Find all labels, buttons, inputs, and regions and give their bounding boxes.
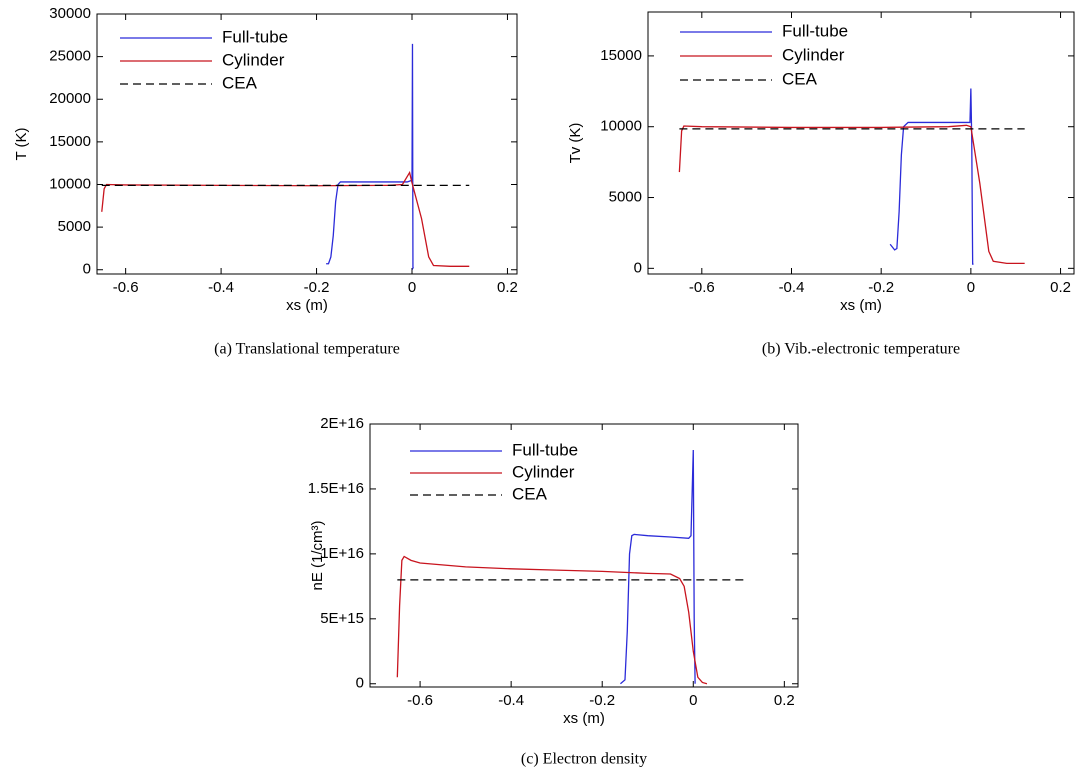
legend-label: CEA (222, 73, 258, 92)
legend-label: Cylinder (782, 45, 845, 64)
legend-label: Cylinder (512, 462, 575, 481)
caption: (b) Vib.-electronic temperature (762, 341, 960, 358)
x-tick-label: 0 (408, 279, 416, 296)
series-line (326, 43, 414, 271)
y-tick-label: 10000 (600, 118, 642, 135)
x-axis-label: xs (m) (286, 297, 328, 314)
legend-label: CEA (512, 484, 548, 503)
x-tick-label: -0.2 (304, 279, 330, 296)
y-tick-label: 5000 (609, 188, 642, 205)
caption: (c) Electron density (521, 751, 647, 768)
plot-frame (96, 13, 518, 275)
y-tick-label: 10000 (49, 175, 91, 192)
x-tick-label: -0.4 (779, 279, 805, 296)
y-tick-label: 15000 (49, 133, 91, 150)
y-tick-label: 20000 (49, 90, 91, 107)
plot-frame (647, 11, 1075, 275)
x-tick-label: 0.2 (497, 279, 518, 296)
y-tick-label: 30000 (49, 5, 91, 22)
y-tick-label: 1.5E+16 (308, 480, 364, 497)
x-tick-label: 0 (689, 692, 697, 709)
y-tick-label: 1E+16 (320, 545, 364, 562)
x-tick-label: 0.2 (774, 692, 795, 709)
x-tick-label: -0.6 (407, 692, 433, 709)
x-tick-label: -0.2 (589, 692, 615, 709)
x-axis-label: xs (m) (840, 297, 882, 314)
y-tick-label: 5000 (58, 218, 91, 235)
y-tick-label: 0 (83, 261, 91, 278)
x-tick-label: -0.4 (498, 692, 524, 709)
y-tick-label: 2E+16 (320, 415, 364, 432)
x-tick-label: -0.6 (689, 279, 715, 296)
y-axis-label: nE (1/cm³) (309, 520, 326, 590)
caption: (a) Translational temperature (214, 341, 400, 358)
series-line (396, 555, 708, 685)
x-tick-label: -0.6 (113, 279, 139, 296)
x-tick-label: -0.2 (868, 279, 894, 296)
y-axis-label: T (K) (13, 127, 30, 160)
series-line (889, 88, 974, 265)
legend-label: Cylinder (222, 50, 285, 69)
plot-frame (369, 423, 799, 688)
series-line (101, 170, 470, 267)
series-line (678, 124, 1025, 265)
x-tick-label: 0 (967, 279, 975, 296)
y-tick-label: 5E+15 (320, 610, 364, 627)
y-axis-label: Tv (K) (567, 123, 584, 164)
y-tick-label: 0 (634, 259, 642, 276)
x-tick-label: -0.4 (208, 279, 234, 296)
legend-label: CEA (782, 69, 818, 88)
y-tick-label: 15000 (600, 47, 642, 64)
legend-label: Full-tube (782, 21, 848, 40)
y-tick-label: 0 (356, 675, 364, 692)
x-axis-label: xs (m) (563, 710, 605, 727)
series-line (620, 449, 696, 685)
x-tick-label: 0.2 (1050, 279, 1071, 296)
y-tick-label: 25000 (49, 48, 91, 65)
legend-label: Full-tube (512, 440, 578, 459)
legend-label: Full-tube (222, 27, 288, 46)
